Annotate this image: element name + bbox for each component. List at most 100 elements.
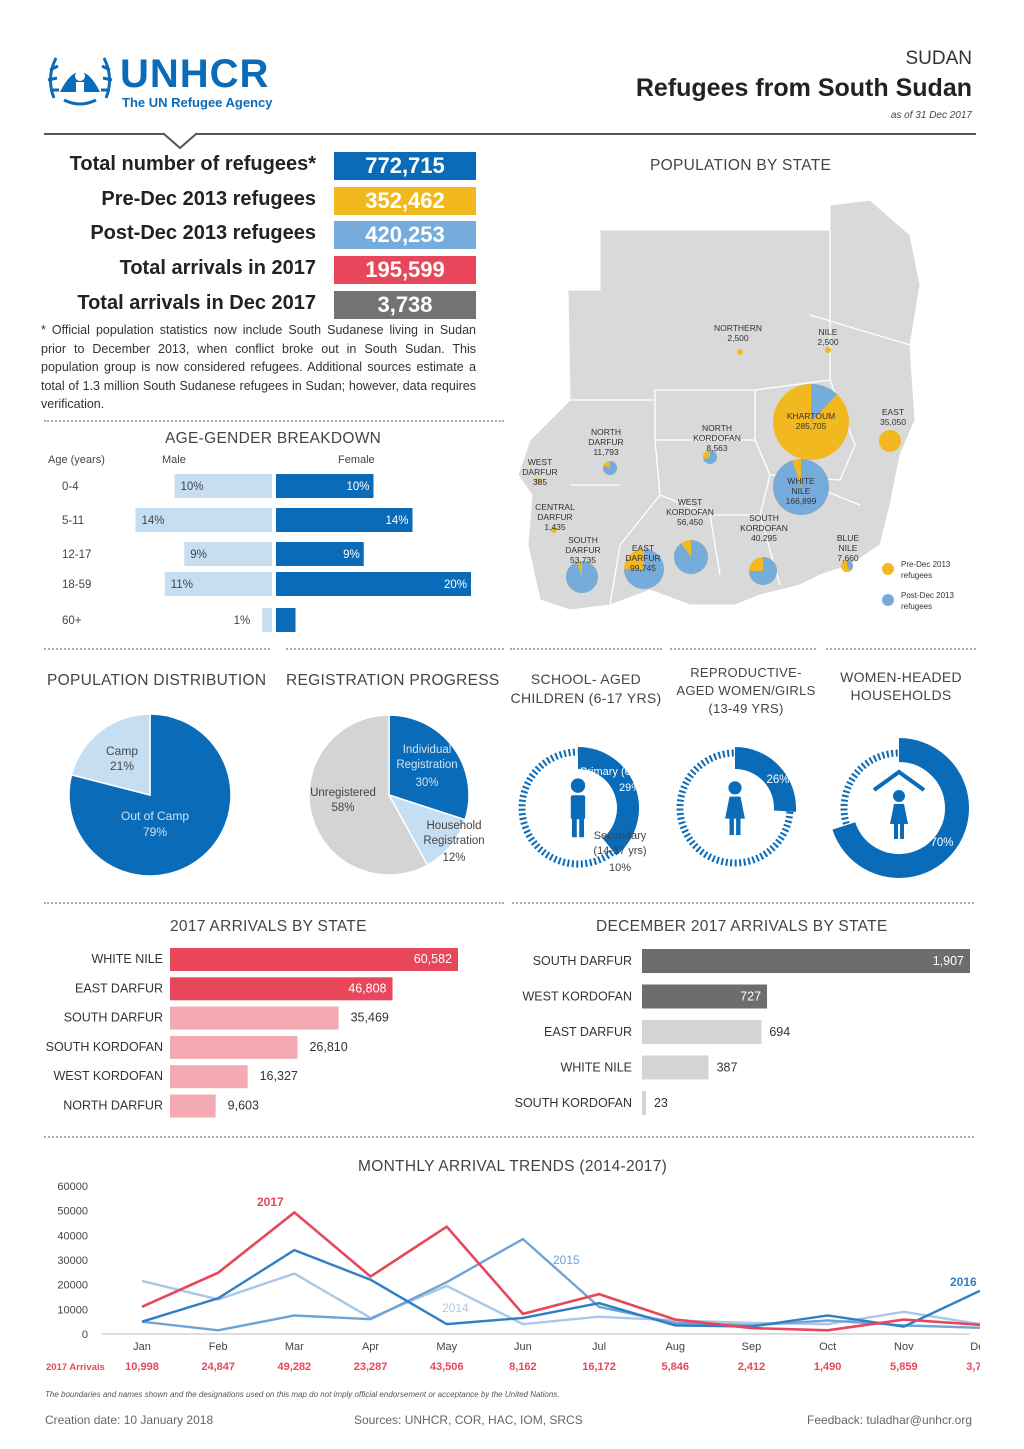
map-title: POPULATION BY STATE xyxy=(650,157,832,174)
male-value: 10% xyxy=(181,481,204,493)
x-tick-label: Sep xyxy=(742,1341,762,1353)
reg-title: REGISTRATION PROGRESS xyxy=(286,672,500,689)
series-2015-line xyxy=(141,1237,980,1332)
map-pie-slice xyxy=(847,560,853,571)
female-value: 10% xyxy=(346,481,369,493)
arrivals-dec-chart: SOUTH DARFUR 1,907 WEST KORDOFAN 727 EAST DA… xyxy=(515,949,970,1115)
map-state-name: SOUTH xyxy=(568,535,598,545)
stat-label: Total arrivals in Dec 2017 xyxy=(77,291,316,314)
map-dot xyxy=(737,349,743,355)
section-divider xyxy=(826,648,976,650)
x-tick-label: Dec xyxy=(970,1341,980,1353)
repro-title: REPRODUCTIVE- AGED WOMEN/GIRLS (13-49 YRS) xyxy=(676,665,816,716)
row-value: 23,287 xyxy=(354,1361,388,1373)
x-tick-label: Feb xyxy=(209,1341,228,1353)
male-bar xyxy=(135,508,272,532)
map-state-name: NILE xyxy=(819,327,838,337)
repro-pct: 26% xyxy=(766,774,789,786)
male-column-header: Male xyxy=(162,454,186,466)
map-state-value: 285,705 xyxy=(796,421,827,431)
female-column-header: Female xyxy=(338,454,375,466)
stat-label: Pre-Dec 2013 refugees xyxy=(101,187,316,210)
arrivals-2017-value: 35,469 xyxy=(351,1011,389,1025)
map-state-value: 166,899 xyxy=(786,496,817,506)
y-tick-label: 60000 xyxy=(57,1181,88,1193)
camp-pct: 21% xyxy=(110,759,134,773)
arrivals-2017-bar xyxy=(170,1035,298,1059)
male-value: 14% xyxy=(142,515,165,527)
map-state-name: DARFUR xyxy=(522,467,557,477)
map-state-name: WHITE xyxy=(787,476,815,486)
map-state-name: NORTHERN xyxy=(714,323,762,333)
map-state-value: 7,660 xyxy=(837,553,859,563)
secondary-pct: 10% xyxy=(609,862,631,874)
stat-value: 420,253 xyxy=(334,221,476,250)
arrivals-2017-state: SOUTH DARFUR xyxy=(64,1011,163,1025)
female-value: 9% xyxy=(343,549,360,561)
legend-pre-label: Pre-Dec 2013 xyxy=(901,560,951,569)
arrivals-2017-bar xyxy=(170,948,458,971)
map-state-value: 2,500 xyxy=(817,337,839,347)
male-bar xyxy=(174,474,272,498)
stat-value: 772,715 xyxy=(334,152,476,180)
legend-post-label-2: refugees xyxy=(901,602,932,611)
row-value: 43,506 xyxy=(430,1361,464,1373)
section-divider xyxy=(44,648,270,650)
stat-label: Total number of refugees* xyxy=(69,153,316,175)
arrivals-2017-bar xyxy=(170,1065,248,1089)
arrivals-dec-state: EAST DARFUR xyxy=(544,1025,632,1039)
y-tick-label: 20000 xyxy=(57,1280,88,1292)
trends-title: MONTHLY ARRIVAL TRENDS (2014-2017) xyxy=(358,1158,668,1175)
y-tick-label: 30000 xyxy=(57,1255,88,1267)
row-value: 2,412 xyxy=(738,1361,766,1373)
secondary-label-2: (14-17 yrs) xyxy=(593,845,646,857)
series-2014-line xyxy=(141,1272,980,1326)
map-state-name: EAST xyxy=(632,543,654,553)
series-label: 2017 xyxy=(257,1195,284,1209)
x-tick-label: Mar xyxy=(285,1341,304,1353)
series-label: 2015 xyxy=(553,1253,580,1267)
legend-post-dot xyxy=(882,594,894,606)
unhcr-logo: UNHCR The UN Refugee Agency xyxy=(44,48,304,118)
arrivals-dec-value: 23 xyxy=(654,1096,668,1110)
map-pie-slice xyxy=(811,384,838,422)
household-reg-slice xyxy=(387,793,467,867)
female-bar xyxy=(276,542,364,566)
series-label: 2016 xyxy=(950,1275,977,1289)
map-pie-slice xyxy=(565,561,598,593)
map-state-value: 35,050 xyxy=(880,417,906,427)
arrivals-2017-bar xyxy=(170,1094,216,1118)
row-value: 10,998 xyxy=(125,1361,159,1373)
map-pie-slice xyxy=(773,459,830,515)
child-icon xyxy=(570,778,586,838)
stat-label: Total arrivals in 2017 xyxy=(119,257,316,280)
arrivals-2017-bar xyxy=(170,1006,339,1030)
pop-dist-title: POPULATION DISTRIBUTION xyxy=(47,672,267,689)
female-bar xyxy=(276,608,296,632)
arrivals-2017-value: 60,582 xyxy=(414,952,452,966)
women-arc xyxy=(832,738,969,878)
primary-label: Primary (6-13 yrs) xyxy=(580,766,668,778)
map-pie-slice xyxy=(624,549,664,589)
age-gender-chart: 0-4 10% 10% 5-11 14% 14% 12-17 9% 9% 18-59 11% 20% 6… xyxy=(62,474,471,632)
stat-value: 352,462 xyxy=(334,186,476,215)
arrivals-dec-state: WHITE NILE xyxy=(560,1061,632,1075)
arrivals-2017-value: 9,603 xyxy=(228,1099,259,1113)
x-tick-label: Jul xyxy=(592,1341,606,1353)
map-state-name: KHARTOUM xyxy=(787,411,835,421)
age-label: 5-11 xyxy=(62,515,84,527)
map-state-name: KORDOFAN xyxy=(693,433,741,443)
row-value: 3,738 xyxy=(966,1361,980,1373)
map-state-name: BLUE xyxy=(837,533,860,543)
section-divider xyxy=(44,902,504,904)
stat-label: Post-Dec 2013 refugees xyxy=(90,222,316,245)
map-state-name: EAST xyxy=(882,407,904,417)
arrivals-2017-value: 16,327 xyxy=(260,1069,298,1083)
arrivals-dec-bar xyxy=(642,1055,709,1080)
repro-dotted-ring xyxy=(676,749,794,867)
male-bar xyxy=(184,542,272,566)
section-divider xyxy=(510,648,662,650)
age-column-header: Age (years) xyxy=(48,454,105,466)
map-state-name: NORTH xyxy=(591,427,621,437)
